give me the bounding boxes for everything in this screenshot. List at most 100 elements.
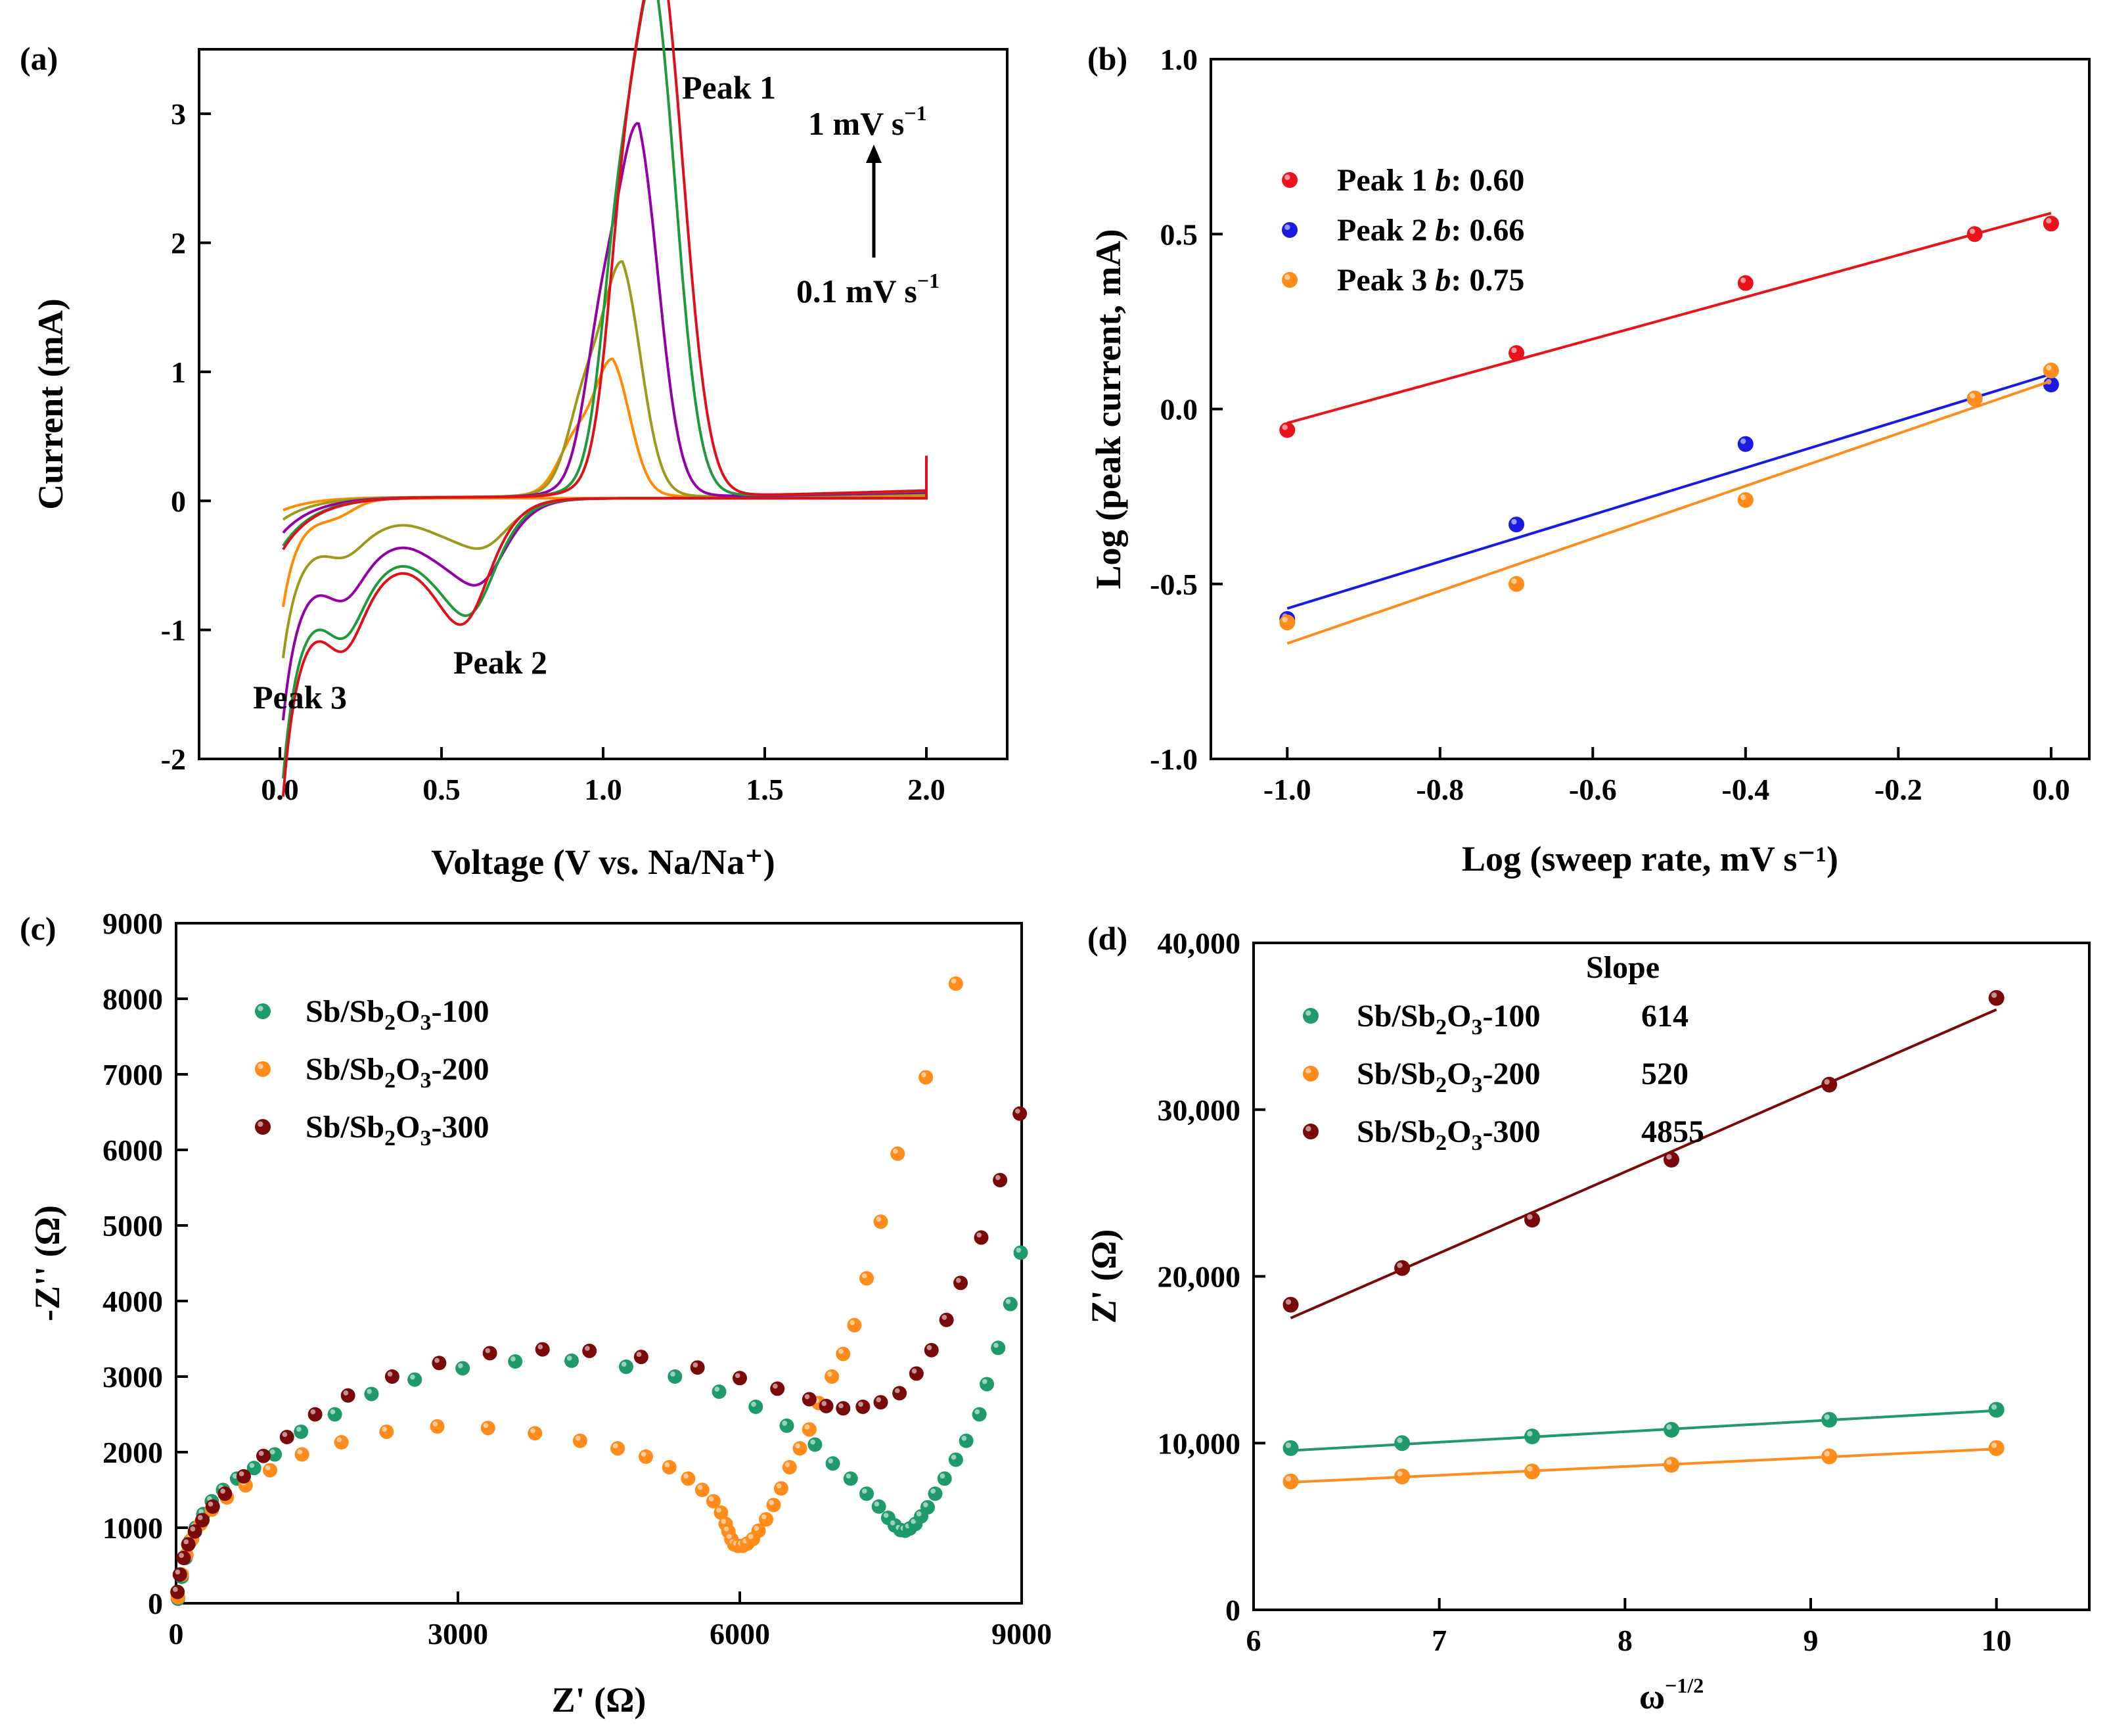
c-point-1-shine — [432, 1421, 438, 1427]
c-point-2-shine — [838, 1403, 844, 1409]
c-point-0 — [937, 1471, 952, 1486]
b-legend-marker-2 — [1282, 272, 1298, 288]
d-legend-2-mid: O — [1447, 1114, 1471, 1149]
c-point-1-shine — [716, 1507, 721, 1513]
c-xtick-label: 0 — [169, 1617, 184, 1651]
c-point-1 — [825, 1369, 840, 1384]
c-point-0 — [991, 1340, 1006, 1356]
c-point-0 — [564, 1353, 579, 1368]
c-point-2-shine — [976, 1232, 982, 1238]
c-point-2 — [924, 1342, 939, 1358]
c-point-2 — [582, 1343, 597, 1358]
c-point-0-shine — [621, 1361, 627, 1367]
c-point-2-shine — [238, 1471, 244, 1476]
c-point-0-shine — [883, 1513, 889, 1519]
c-point-0-shine — [510, 1356, 516, 1361]
d-xtick-label: 8 — [1618, 1624, 1633, 1657]
c-point-1-shine — [382, 1427, 387, 1432]
c-point-2-shine — [821, 1401, 827, 1406]
cv-curve-2 — [281, 122, 928, 721]
a-ytick-label: 3 — [171, 97, 186, 131]
c-point-1 — [948, 976, 963, 991]
c-point-2 — [482, 1346, 497, 1361]
b-point-2-shine — [1511, 578, 1517, 584]
c-point-0 — [959, 1433, 974, 1448]
panel-label-c: (c) — [20, 910, 57, 947]
c-point-2 — [939, 1312, 954, 1327]
c-point-2-shine — [282, 1432, 288, 1437]
c-point-0-shine — [890, 1520, 896, 1526]
c-point-2 — [176, 1551, 191, 1565]
d-point-2 — [1664, 1151, 1679, 1168]
a-xtick-label: 1.0 — [584, 773, 622, 806]
d-point-2 — [1394, 1260, 1411, 1276]
a-rate-arrow-head — [866, 145, 882, 163]
c-legend-marker-2-shine — [258, 1121, 263, 1128]
a-ytick-label: -2 — [161, 742, 186, 776]
d-point-2 — [1282, 1296, 1299, 1313]
cv-curve-0 — [281, 357, 928, 608]
c-point-1-shine — [697, 1484, 703, 1490]
b-point-0 — [1966, 226, 1983, 242]
d-legend-1: Sb/Sb2O3-200 — [1357, 1057, 1540, 1097]
d-point-2-shine — [1666, 1154, 1672, 1160]
a-rate-low-sup: −1 — [917, 269, 940, 292]
b-fit-line-1 — [1286, 373, 2052, 610]
c-point-1 — [694, 1482, 710, 1497]
c-point-2 — [802, 1392, 817, 1407]
c-point-2 — [256, 1448, 271, 1463]
b-point-2-shine — [1282, 616, 1288, 623]
d-legend-slope-2: 4855 — [1641, 1114, 1704, 1149]
c-point-1 — [859, 1271, 874, 1286]
c-point-0 — [508, 1354, 523, 1369]
c-point-0-shine — [782, 1421, 788, 1426]
c-point-0-shine — [982, 1379, 987, 1384]
d-point-0-shine — [1991, 1404, 1997, 1410]
c-point-0 — [972, 1407, 987, 1422]
d-point-0 — [1821, 1411, 1838, 1428]
a-xlabel: Voltage (V vs. Na/Na⁺) — [431, 842, 775, 882]
c-point-1-shine — [641, 1451, 646, 1457]
panel-label-a: (a) — [20, 40, 58, 77]
panel-a-cv: 0.0 0.5 1.0 1.5 2.0 -2 -1 0 1 2 3 (a) Current (mA) Vo… — [20, 0, 1009, 882]
d-legend-1-suffix: -200 — [1482, 1057, 1540, 1091]
c-point-2-shine — [179, 1553, 184, 1558]
d-legend-1-sub: 3 — [1471, 1073, 1482, 1097]
panel-b-log-plot: -1.0 -0.8 -0.6 -0.4 -0.2 0.0 -1.0 -0.5 0.0 0.5 1.0… — [1087, 40, 2091, 879]
b-point-1-shine — [1511, 518, 1517, 525]
c-point-0-shine — [846, 1473, 851, 1479]
c-legend-marker-0 — [255, 1003, 271, 1019]
b-ytick-label: 0.0 — [1160, 393, 1198, 426]
d-xtick-label: 7 — [1432, 1624, 1447, 1657]
d-legend-0-mid: O — [1447, 999, 1471, 1034]
b-legend-b: b — [1435, 163, 1451, 198]
d-point-1 — [1821, 1448, 1838, 1465]
b-legend-value: : 0.60 — [1451, 163, 1524, 198]
panel-d-warburg: 6 7 8 9 10 0 10,000 20,000 30,000 40,000 (d) Z' (Ω)… — [1084, 920, 2091, 1716]
c-point-1 — [610, 1441, 625, 1456]
c-point-2 — [855, 1400, 871, 1414]
d-xtick-label: 10 — [1982, 1624, 2012, 1657]
b-point-1 — [1508, 516, 1525, 533]
d-point-1 — [1282, 1473, 1299, 1490]
b-point-0-shine — [2046, 217, 2052, 224]
b-point-2 — [2043, 362, 2059, 378]
b-legend-marker-1-shine — [1284, 224, 1290, 230]
d-legend-2-sub: 3 — [1471, 1131, 1482, 1155]
d-frame — [1252, 942, 2091, 1611]
d-legend-1-sub: 2 — [1436, 1073, 1447, 1097]
c-point-2 — [195, 1513, 210, 1528]
c-point-0-shine — [861, 1488, 867, 1494]
b-ytick-label: 1.0 — [1160, 43, 1198, 76]
c-point-0-shine — [961, 1436, 967, 1441]
d-legend-marker-0 — [1303, 1008, 1319, 1024]
c-point-2 — [909, 1366, 924, 1381]
b-point-1 — [1737, 436, 1754, 452]
c-legend-1-text: Sb/Sb — [306, 1052, 384, 1087]
c-point-2-shine — [941, 1315, 947, 1320]
c-point-1-shine — [876, 1216, 882, 1222]
c-point-2 — [993, 1173, 1008, 1187]
c-legend-0-mid: O — [396, 994, 420, 1029]
c-point-0-shine — [1016, 1247, 1022, 1253]
d-point-2 — [1988, 990, 2005, 1006]
